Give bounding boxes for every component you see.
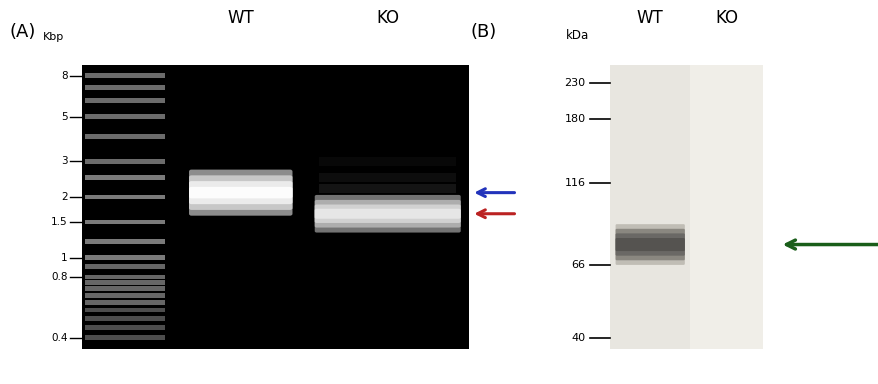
FancyBboxPatch shape (84, 73, 165, 78)
Text: KO: KO (715, 9, 738, 27)
Text: Kbp: Kbp (42, 32, 64, 42)
Text: kDa: kDa (565, 29, 588, 42)
FancyBboxPatch shape (189, 170, 292, 216)
FancyBboxPatch shape (319, 184, 456, 193)
Text: 3: 3 (61, 156, 68, 166)
FancyBboxPatch shape (609, 65, 689, 349)
Text: (B): (B) (470, 23, 496, 41)
Text: WT: WT (227, 9, 254, 27)
Text: 116: 116 (564, 178, 585, 188)
Text: 66: 66 (571, 260, 585, 270)
Text: 1: 1 (61, 253, 68, 263)
FancyBboxPatch shape (84, 114, 165, 119)
FancyBboxPatch shape (615, 229, 684, 260)
FancyBboxPatch shape (84, 325, 165, 330)
FancyBboxPatch shape (84, 175, 165, 180)
FancyBboxPatch shape (84, 265, 165, 269)
FancyBboxPatch shape (83, 65, 469, 349)
FancyBboxPatch shape (84, 85, 165, 89)
FancyBboxPatch shape (615, 238, 684, 251)
FancyBboxPatch shape (189, 187, 292, 199)
Text: WT: WT (636, 9, 663, 27)
Text: 180: 180 (564, 114, 585, 124)
FancyBboxPatch shape (84, 275, 165, 280)
FancyBboxPatch shape (314, 205, 460, 223)
FancyBboxPatch shape (84, 159, 165, 164)
FancyBboxPatch shape (314, 200, 460, 228)
Text: 230: 230 (564, 78, 585, 88)
FancyBboxPatch shape (615, 233, 684, 256)
FancyBboxPatch shape (84, 308, 165, 312)
Text: (A): (A) (10, 23, 36, 41)
FancyBboxPatch shape (84, 220, 165, 224)
FancyBboxPatch shape (84, 300, 165, 305)
FancyBboxPatch shape (84, 239, 165, 244)
FancyBboxPatch shape (689, 65, 762, 349)
Text: 0.8: 0.8 (51, 272, 68, 282)
FancyBboxPatch shape (84, 255, 165, 260)
FancyBboxPatch shape (84, 98, 165, 103)
Text: 40: 40 (571, 333, 585, 343)
Text: KO: KO (376, 9, 399, 27)
Text: 0.4: 0.4 (51, 333, 68, 343)
Text: 5: 5 (61, 112, 68, 122)
FancyBboxPatch shape (189, 181, 292, 204)
FancyBboxPatch shape (314, 209, 460, 219)
FancyBboxPatch shape (615, 224, 684, 265)
Text: 8: 8 (61, 71, 68, 81)
Text: 1.5: 1.5 (51, 217, 68, 227)
FancyBboxPatch shape (84, 280, 165, 285)
FancyBboxPatch shape (319, 157, 456, 166)
FancyBboxPatch shape (319, 173, 456, 182)
FancyBboxPatch shape (84, 195, 165, 199)
FancyBboxPatch shape (189, 175, 292, 210)
Text: 2: 2 (61, 192, 68, 202)
FancyBboxPatch shape (84, 286, 165, 291)
FancyBboxPatch shape (84, 336, 165, 340)
FancyBboxPatch shape (314, 195, 460, 233)
FancyBboxPatch shape (84, 134, 165, 139)
FancyBboxPatch shape (84, 316, 165, 321)
FancyBboxPatch shape (84, 293, 165, 298)
